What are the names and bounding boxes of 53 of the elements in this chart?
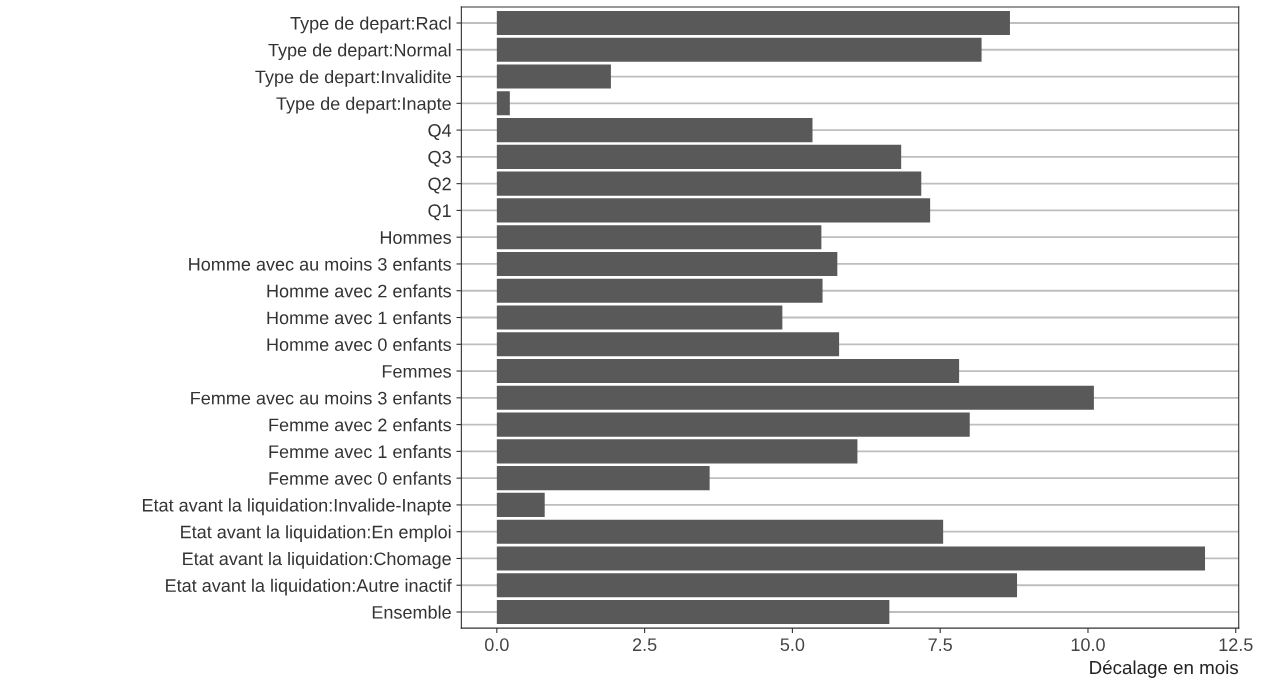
x-tick-label: 2.5 [632,638,657,652]
y-tick-label: Hommes [380,231,451,244]
bar [496,171,922,196]
y-tick-label: Type de depart:Invalidite [255,70,451,87]
bar [496,439,858,464]
bar [496,10,1010,36]
y-tick-label: Q2 [428,177,451,194]
bar [496,519,944,544]
bar [496,573,1018,598]
bar [496,385,1094,410]
bar [496,144,902,169]
y-tick-label: Etat avant la liquidation:Chomage [183,551,451,569]
x-tick-label: 10.0 [1071,638,1105,652]
bar [496,412,970,437]
y-tick-label: Femme avec au moins 3 enfants [191,391,452,405]
y-tick-label: Ensemble [372,605,451,619]
y-tick-label: Q3 [428,150,451,167]
y-tick-label: Femmes [382,365,451,378]
bar [496,492,545,517]
y-tick-label: Q4 [428,124,452,141]
x-tick-label: 5.0 [780,638,805,652]
bar [496,278,823,303]
y-tick-label: Q1 [428,204,451,221]
bar [496,332,840,357]
y-tick-label: Etat avant la liquidation:En emploi [181,525,451,542]
y-tick-label: Type de depart:Racl [290,16,451,34]
y-tick-label: Femme avec 1 enfants [269,444,451,459]
y-tick-label: Femme avec 2 enfants [269,418,451,432]
x-tick-label: 12.5 [1219,638,1253,652]
bar [496,599,890,625]
bar [496,64,611,89]
y-tick-label: Homme avec 2 enfants [267,284,451,298]
bar [496,118,813,143]
y-tick-label: Femme avec 0 enfants [269,471,451,485]
x-axis-title: Décalage en mois [1090,660,1239,678]
y-tick-label: Homme avec 0 enfants [267,337,451,351]
bar [496,91,510,116]
bar [496,198,931,223]
bar [496,37,982,62]
x-tick-label: 0.0 [484,638,509,652]
bar [496,546,1206,571]
y-tick-label: Homme avec 1 enfants [267,310,451,325]
bar [496,225,822,250]
y-tick-label: Type de depart:Inapte [276,96,451,114]
y-tick-label: Type de depart:Normal [268,43,451,61]
y-tick-label: Etat avant la liquidation:Invalide-Inapte [142,498,451,516]
bar [496,359,960,384]
bar [496,251,838,277]
y-tick-label: Homme avec au moins 3 enfants [189,257,451,271]
bar [496,466,710,491]
bar [496,305,783,330]
y-tick-label: Etat avant la liquidation:Autre inactif [166,578,452,596]
x-tick-label: 7.5 [928,638,952,652]
